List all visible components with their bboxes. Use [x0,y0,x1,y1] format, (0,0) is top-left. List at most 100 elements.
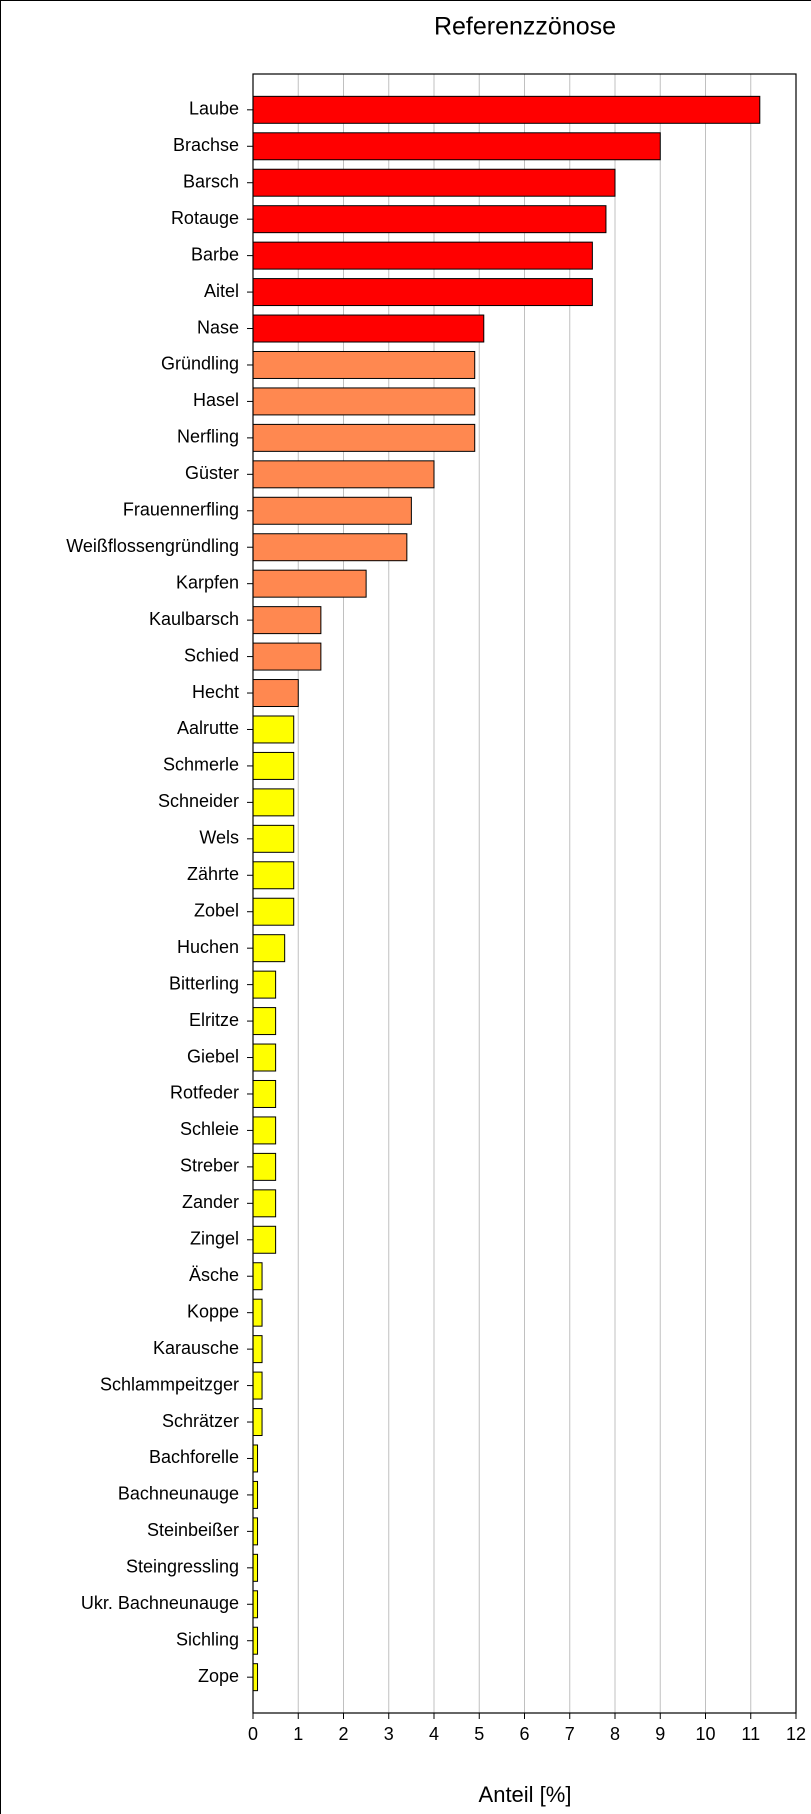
bar [252,1225,277,1254]
bar [252,679,299,708]
x-tick-label: 4 [429,1724,439,1744]
y-tick-label: Schlammpeitzger [100,1374,239,1394]
y-tick-label: Bachforelle [149,1447,239,1467]
y-tick-label: Laube [189,99,239,119]
bar [252,1553,259,1582]
bar [252,569,367,598]
bar [252,1444,259,1473]
x-tick-label: 10 [695,1724,715,1744]
x-tick-label: 12 [786,1724,806,1744]
y-tick-label: Barsch [183,171,239,191]
y-tick-label: Zobel [194,900,239,920]
y-tick-label: Aalrutte [177,718,239,738]
bar [252,642,322,671]
y-tick-label: Ukr. Bachneunauge [81,1593,239,1613]
y-tick-label: Elritze [189,1010,239,1030]
bar [252,241,593,270]
x-tick-label: 1 [293,1724,303,1744]
y-tick-label: Güster [185,463,239,483]
y-tick-label: Zope [198,1666,239,1686]
y-tick-label: Zander [182,1192,239,1212]
bar [252,533,408,562]
y-tick-label: Karpfen [176,572,239,592]
y-tick-label: Hecht [192,682,239,702]
y-tick-label: Kaulbarsch [149,609,239,629]
y-tick-label: Schmerle [163,755,239,775]
y-tick-label: Brachse [173,135,239,155]
y-tick-label: Zingel [190,1229,239,1249]
bar [252,168,616,197]
bar [252,606,322,635]
bar [252,1408,263,1437]
y-tick-label: Bitterling [169,973,239,993]
bar [252,350,476,379]
bar [252,1517,259,1546]
bar [252,1480,259,1509]
bar [252,95,761,124]
bar [252,934,286,963]
bar [252,1152,277,1181]
bar [252,970,277,999]
y-tick-label: Weißflossengründling [66,536,239,556]
bar [252,751,295,780]
y-tick-label: Giebel [187,1046,239,1066]
bar [252,132,661,161]
bar [252,1116,277,1145]
bar [252,1335,263,1364]
bar [252,205,607,234]
bar [252,1007,277,1036]
x-tick-label: 3 [384,1724,394,1744]
bar [252,1663,259,1692]
y-tick-label: Äsche [189,1265,239,1285]
y-tick-label: Steingressling [126,1557,239,1577]
x-tick-label: 2 [338,1724,348,1744]
y-tick-label: Wels [199,828,239,848]
bar [252,1626,259,1655]
y-tick-label: Nerfling [177,427,239,447]
x-tick-label: 9 [655,1724,665,1744]
y-tick-label: Schrätzer [162,1411,239,1431]
y-tick-label: Bachneunauge [118,1484,239,1504]
y-tick-label: Schleie [180,1119,239,1139]
y-tick-label: Huchen [177,937,239,957]
bar [252,1189,277,1218]
y-tick-label: Koppe [187,1301,239,1321]
bar [252,1262,263,1291]
x-tick-label: 5 [474,1724,484,1744]
x-axis-label: Anteil [%] [479,1782,572,1807]
y-tick-label: Streber [180,1156,239,1176]
y-tick-label: Zährte [187,864,239,884]
y-tick-label: Gründling [161,354,239,374]
bar [252,715,295,744]
bar [252,824,295,853]
bar [252,788,295,817]
y-tick-label: Nase [197,317,239,337]
y-tick-label: Karausche [153,1338,239,1358]
plot-frame [252,73,797,1714]
y-tick-label: Steinbeißer [147,1520,239,1540]
y-tick-label: Rotfeder [170,1083,239,1103]
y-tick-label: Schied [184,645,239,665]
bar [252,861,295,890]
x-tick-label: 6 [519,1724,529,1744]
bar [252,387,476,416]
bar [252,314,485,343]
bar [252,423,476,452]
y-tick-label: Hasel [193,390,239,410]
bar [252,460,435,489]
y-tick-label: Schneider [158,791,239,811]
x-tick-label: 0 [248,1724,258,1744]
bar [252,897,295,926]
y-tick-label: Sichling [176,1629,239,1649]
bar [252,1298,263,1327]
bar [252,278,593,307]
y-tick-label: Rotauge [171,208,239,228]
y-tick-label: Frauennerfling [123,500,239,520]
y-tick-label: Aitel [204,281,239,301]
bar [252,1590,259,1619]
bar [252,1043,277,1072]
x-tick-label: 7 [565,1724,575,1744]
bar [252,1079,277,1108]
